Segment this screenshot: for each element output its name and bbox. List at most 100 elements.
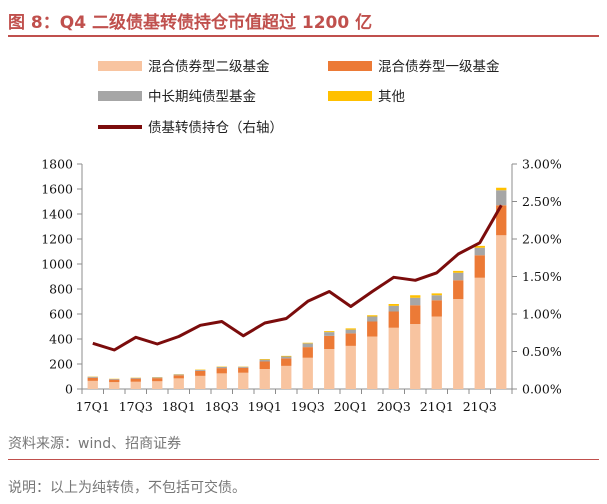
y-tick-left-label: 0: [65, 382, 73, 397]
bar-segment-混合债券型二级基金-20Q4: [410, 324, 421, 389]
y-tick-right-label: 1.50%: [522, 269, 562, 284]
bar-segment-混合债券型一级基金-17Q4: [152, 378, 163, 382]
title-rule: [8, 35, 599, 37]
bar-segment-混合债券型二级基金-21Q3: [474, 277, 485, 389]
bar-segment-中长期纯债型基金-20Q3: [388, 305, 399, 312]
bar-segment-混合债券型二级基金-19Q1: [259, 369, 270, 389]
bar-segment-混合债券型一级基金-18Q4: [238, 367, 249, 373]
x-tick-label: 20Q3: [377, 399, 411, 414]
bar-segment-混合债券型一级基金-19Q2: [281, 358, 292, 366]
share-line: [92, 204, 503, 352]
x-tick-label: 21Q3: [463, 399, 497, 414]
legend-label-1: 混合债券型一级基金: [378, 58, 500, 75]
y-tick-left-label: 200: [49, 357, 73, 372]
bar-segment-混合债券型二级基金-19Q4: [324, 349, 335, 389]
bar-segment-其他-21Q1: [431, 293, 442, 296]
bar-segment-中长期纯债型基金-19Q1: [259, 359, 270, 362]
bar-segment-中长期纯债型基金-20Q4: [410, 297, 421, 306]
legend-swatch-2: [98, 91, 142, 101]
bar-segment-混合债券型一级基金-18Q2: [195, 370, 206, 376]
y-tick-left-label: 1000: [41, 257, 73, 272]
bar-segment-中长期纯债型基金-17Q3: [130, 377, 141, 379]
y-tick-left-label: 1600: [41, 182, 73, 197]
bar-segment-混合债券型一级基金-18Q3: [216, 368, 227, 374]
bar-segment-中长期纯债型基金-17Q4: [152, 377, 163, 379]
bar-segment-其他-19Q1: [259, 359, 270, 360]
bar-segment-中长期纯债型基金-19Q3: [302, 343, 313, 348]
x-tick-label: 18Q3: [205, 399, 239, 414]
bar-segment-混合债券型二级基金-17Q2: [109, 382, 120, 389]
bar-segment-混合债券型二级基金-21Q4: [496, 235, 507, 389]
bar-segment-中长期纯债型基金-18Q1: [173, 374, 184, 376]
y-tick-right-label: 0.50%: [522, 344, 562, 359]
title-row: 图 8：Q4 二级债基转债持仓市值超过 1200 亿: [8, 2, 599, 37]
y-tick-left-label: 1200: [41, 232, 73, 247]
bar-segment-混合债券型一级基金-19Q4: [324, 335, 335, 349]
legend-label-0: 混合债券型二级基金: [148, 58, 270, 75]
bar-segment-中长期纯债型基金-19Q2: [281, 356, 292, 359]
bar-segment-混合债券型二级基金-17Q1: [87, 380, 98, 389]
bar-segment-其他-20Q3: [388, 304, 399, 306]
y-tick-right-label: 1.00%: [522, 307, 562, 322]
bar-segment-混合债券型二级基金-19Q2: [281, 365, 292, 389]
bar-segment-中长期纯债型基金-20Q2: [367, 316, 378, 322]
bar-segment-混合债券型二级基金-18Q2: [195, 375, 206, 389]
y-tick-right-label: 0.00%: [522, 382, 562, 397]
legend-swatch-1: [328, 61, 372, 71]
y-tick-left-label: 800: [49, 282, 73, 297]
footer-divider: [8, 459, 599, 460]
legend-swatch-4: [98, 125, 142, 129]
bar-segment-混合债券型二级基金-19Q3: [302, 357, 313, 389]
bar-segment-混合债券型一级基金-19Q1: [259, 361, 270, 369]
bar-segment-混合债券型二级基金-20Q3: [388, 327, 399, 389]
bar-segment-混合债券型一级基金-20Q1: [345, 333, 356, 346]
bar-segment-混合债券型一级基金-17Q2: [109, 379, 120, 383]
bar-segment-混合债券型一级基金-17Q1: [87, 377, 98, 381]
bar-segment-混合债券型二级基金-21Q1: [431, 316, 442, 389]
x-tick-label: 19Q3: [291, 399, 325, 414]
bar-segment-中长期纯债型基金-18Q2: [195, 369, 206, 371]
bar-segment-混合债券型二级基金-18Q4: [238, 372, 249, 389]
bar-segment-混合债券型二级基金-20Q2: [367, 336, 378, 389]
bars: [87, 187, 507, 389]
bar-segment-混合债券型二级基金-21Q2: [453, 299, 464, 389]
bar-segment-混合债券型一级基金-19Q3: [302, 347, 313, 358]
bar-segment-混合债券型一级基金-21Q3: [474, 255, 485, 278]
bar-segment-混合债券型一级基金-21Q4: [496, 205, 507, 236]
x-tick-label: 17Q1: [76, 399, 110, 414]
bar-segment-混合债券型二级基金-20Q1: [345, 345, 356, 389]
bar-segment-其他-19Q3: [302, 342, 313, 344]
bar-segment-其他-19Q2: [281, 355, 292, 357]
bar-segment-其他-21Q3: [474, 245, 485, 248]
chart-title: 图 8：Q4 二级债基转债持仓市值超过 1200 亿: [8, 13, 373, 33]
bar-segment-混合债券型一级基金-20Q4: [410, 305, 421, 324]
bar-segment-中长期纯债型基金-21Q1: [431, 295, 442, 301]
x-tick-label: 20Q1: [334, 399, 368, 414]
legend-label-4: 债基转债持仓（右轴）: [148, 119, 283, 136]
bar-segment-其他-21Q2: [453, 270, 464, 273]
bar-segment-混合债券型一级基金-17Q3: [130, 378, 141, 382]
bar-segment-混合债券型二级基金-17Q3: [130, 381, 141, 389]
share-line-path: [92, 204, 503, 352]
x-tick-label: 17Q3: [119, 399, 153, 414]
bar-segment-混合债券型一级基金-18Q1: [173, 375, 184, 379]
bar-segment-混合债券型一级基金-20Q3: [388, 311, 399, 328]
y-tick-right-label: 2.00%: [522, 232, 562, 247]
y-tick-left-label: 600: [49, 307, 73, 322]
bar-segment-混合债券型一级基金-20Q2: [367, 321, 378, 337]
bar-segment-混合债券型二级基金-17Q4: [152, 381, 163, 389]
bar-segment-中长期纯债型基金-21Q3: [474, 247, 485, 256]
bar-segment-其他-20Q1: [345, 328, 356, 330]
source-note: 资料来源：wind、招商证券: [8, 436, 182, 452]
legend-label-2: 中长期纯债型基金: [148, 88, 256, 105]
bar-segment-中长期纯债型基金-21Q4: [496, 190, 507, 206]
bar-segment-混合债券型二级基金-18Q3: [216, 373, 227, 389]
bar-segment-其他-19Q4: [324, 331, 335, 333]
bar-segment-中长期纯债型基金-18Q4: [238, 366, 249, 368]
x-tick-label: 19Q1: [248, 399, 282, 414]
x-tick-label: 18Q1: [162, 399, 196, 414]
legend-swatch-3: [328, 91, 372, 101]
y-tick-left-label: 1800: [41, 157, 73, 172]
